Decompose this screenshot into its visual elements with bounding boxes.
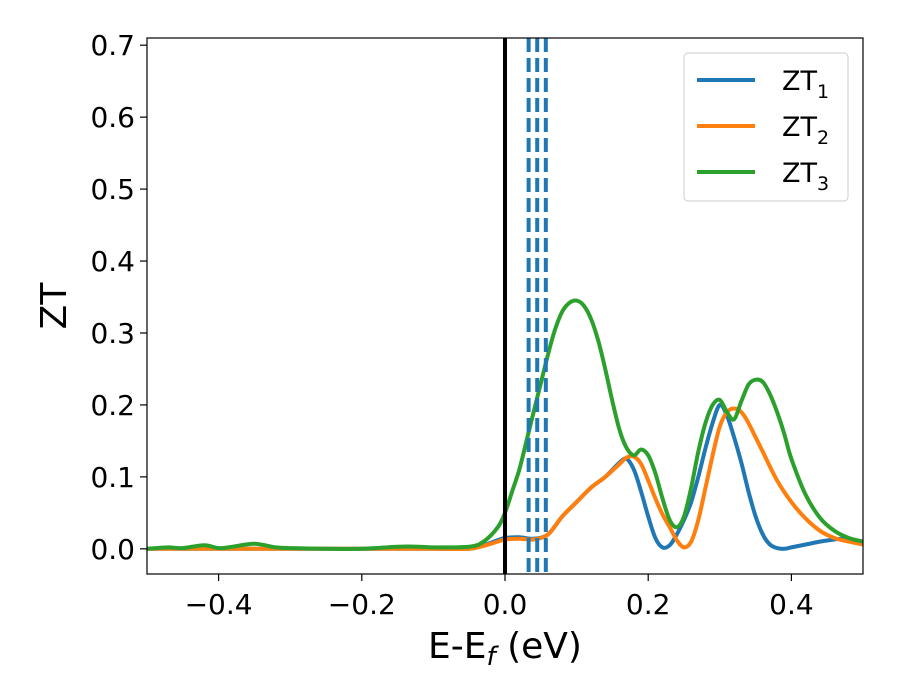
y-tick-label: 0.2 xyxy=(90,389,135,422)
x-tick-label: −0.4 xyxy=(185,588,253,621)
y-tick-label: 0.5 xyxy=(90,173,135,206)
x-tick-label: 0.4 xyxy=(769,588,814,621)
x-tick-label: −0.2 xyxy=(328,588,396,621)
legend-label-zt3: ZT3 xyxy=(782,158,829,195)
y-axis: 0.0 0.1 0.2 0.3 0.4 0.5 0.6 0.7 xyxy=(90,29,147,566)
x-axis-label-unit: (eV) xyxy=(496,626,582,667)
x-axis-label: E-Ef (eV) xyxy=(428,626,582,672)
legend-label-zt1: ZT1 xyxy=(782,66,829,103)
legend-box xyxy=(683,52,849,202)
y-axis-label: ZT xyxy=(34,282,75,330)
x-tick-label: 0.0 xyxy=(483,588,528,621)
y-tick-label: 0.0 xyxy=(90,533,135,566)
legend: ZT1 ZT2 ZT3 xyxy=(683,52,849,202)
y-tick-label: 0.6 xyxy=(90,101,135,134)
plot-area xyxy=(147,38,863,574)
x-tick-label: 0.2 xyxy=(626,588,671,621)
y-tick-label: 0.3 xyxy=(90,317,135,350)
y-tick-label: 0.7 xyxy=(90,29,135,62)
x-axis: −0.4 −0.2 0.0 0.2 0.4 xyxy=(185,574,814,621)
y-tick-label: 0.1 xyxy=(90,461,135,494)
x-axis-label-main: E-E xyxy=(428,626,486,667)
legend-label-zt2: ZT2 xyxy=(782,112,829,149)
series-line-zt3 xyxy=(147,298,863,552)
y-tick-label: 0.4 xyxy=(90,245,135,278)
